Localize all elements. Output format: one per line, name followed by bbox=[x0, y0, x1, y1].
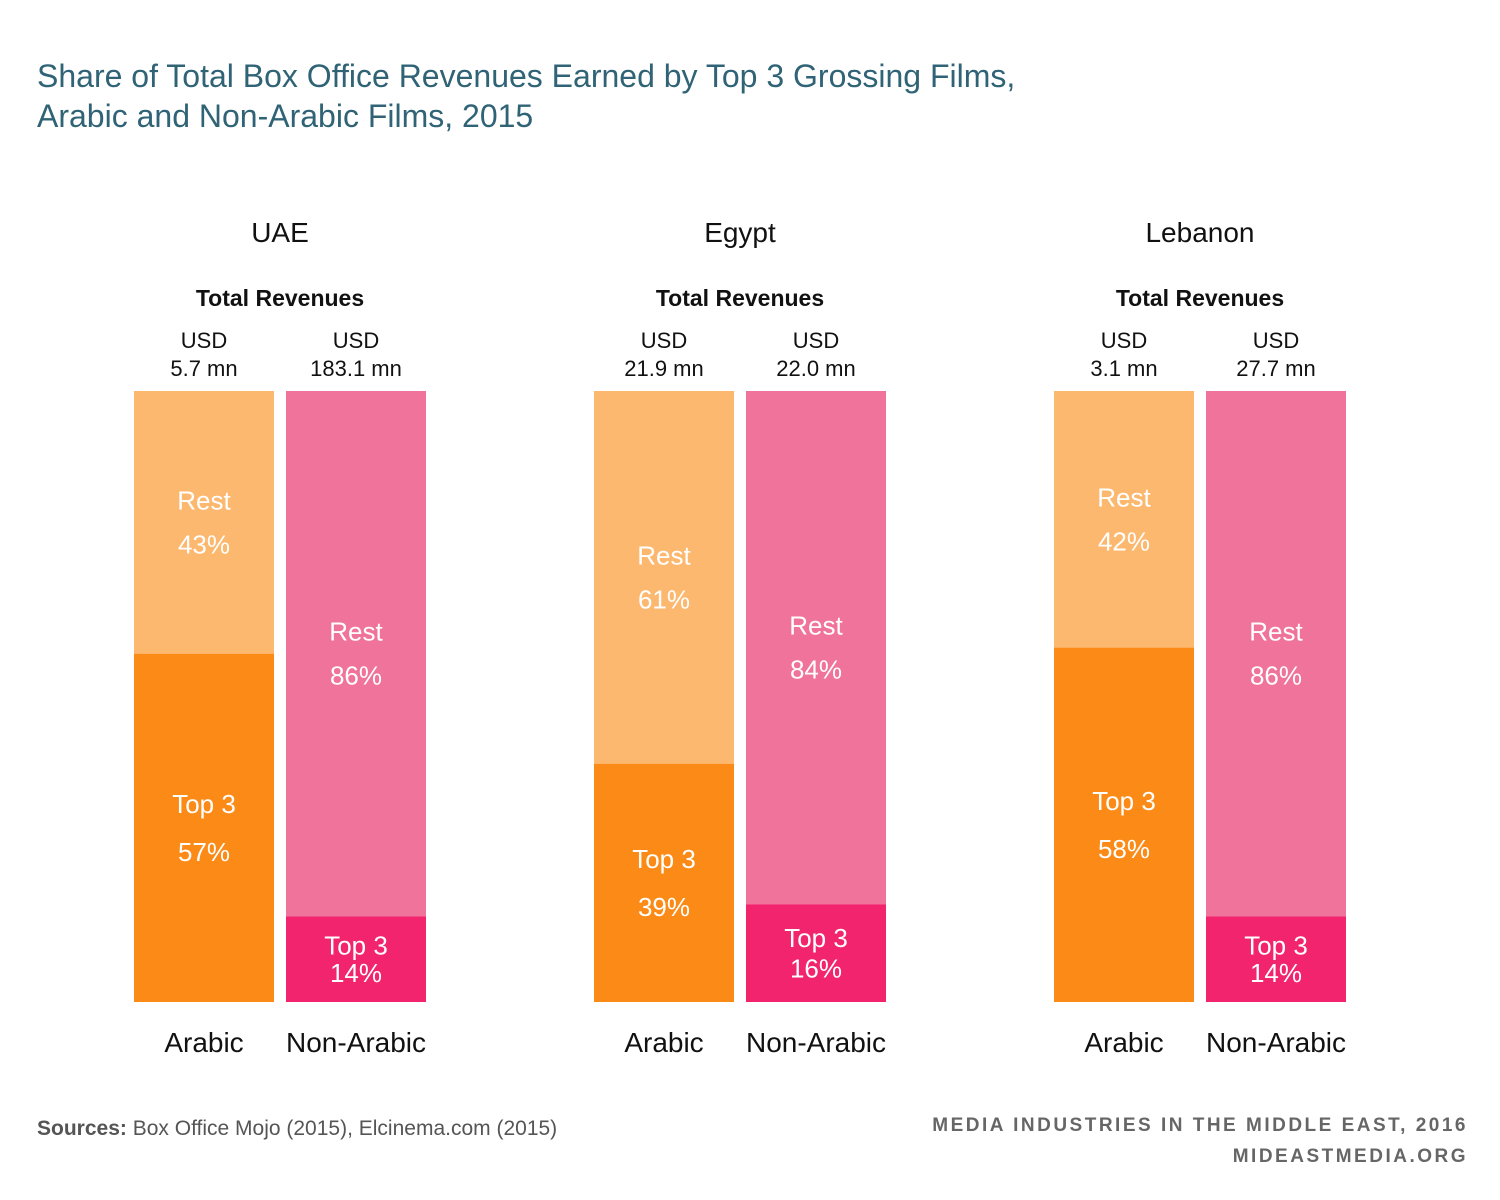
top3-pct-uae-nonarabic: 14% bbox=[330, 958, 382, 988]
rest-label-uae-arabic: Rest bbox=[177, 485, 231, 515]
bar-rest-egypt-nonarabic bbox=[746, 391, 886, 905]
sources-note: Sources: Box Office Mojo (2015), Elcinem… bbox=[37, 1117, 557, 1141]
top3-label-lebanon-nonarabic: Top 3 bbox=[1244, 931, 1308, 961]
total-value-egypt-nonarabic: 22.0 mn bbox=[776, 356, 856, 381]
bar-top3-egypt-arabic bbox=[594, 763, 734, 1002]
rest-pct-uae-nonarabic: 86% bbox=[330, 661, 382, 691]
rest-pct-egypt-arabic: 61% bbox=[638, 584, 690, 614]
top3-label-egypt-arabic: Top 3 bbox=[632, 844, 696, 874]
bar-rest-egypt-arabic bbox=[594, 391, 734, 764]
rest-label-egypt-arabic: Rest bbox=[637, 540, 691, 570]
total-currency-uae-nonarabic: USD bbox=[333, 328, 379, 353]
top3-label-uae-arabic: Top 3 bbox=[172, 789, 236, 819]
category-label-lebanon-arabic: Arabic bbox=[1084, 1027, 1163, 1058]
chart-title: Share of Total Box Office Revenues Earne… bbox=[37, 56, 1237, 136]
publisher-line-1: MEDIA INDUSTRIES IN THE MIDDLE EAST, 201… bbox=[932, 1115, 1468, 1136]
total-currency-lebanon-nonarabic: USD bbox=[1253, 328, 1299, 353]
publisher-line-2: MIDEASTMEDIA.ORG bbox=[1232, 1146, 1468, 1167]
top3-pct-lebanon-arabic: 58% bbox=[1098, 834, 1150, 864]
bar-top3-uae-arabic bbox=[134, 653, 274, 1002]
total-value-lebanon-nonarabic: 27.7 mn bbox=[1236, 356, 1316, 381]
country-label-egypt: Egypt bbox=[704, 217, 776, 248]
bar-rest-lebanon-nonarabic bbox=[1206, 391, 1346, 917]
category-label-uae-nonarabic: Non-Arabic bbox=[286, 1027, 426, 1058]
total-revenues-label-egypt: Total Revenues bbox=[656, 285, 824, 311]
rest-pct-lebanon-arabic: 42% bbox=[1098, 526, 1150, 556]
top3-pct-uae-arabic: 57% bbox=[178, 837, 230, 867]
total-revenues-label-uae: Total Revenues bbox=[196, 285, 364, 311]
chart-title-line-2: Arabic and Non-Arabic Films, 2015 bbox=[37, 98, 534, 134]
total-currency-lebanon-arabic: USD bbox=[1101, 328, 1147, 353]
top3-pct-lebanon-nonarabic: 14% bbox=[1250, 958, 1302, 988]
category-label-lebanon-nonarabic: Non-Arabic bbox=[1206, 1027, 1346, 1058]
total-value-lebanon-arabic: 3.1 mn bbox=[1090, 356, 1157, 381]
bar-top3-lebanon-arabic bbox=[1054, 647, 1194, 1002]
bar-rest-lebanon-arabic bbox=[1054, 391, 1194, 648]
rest-label-lebanon-nonarabic: Rest bbox=[1249, 617, 1303, 647]
bar-rest-uae-arabic bbox=[134, 391, 274, 654]
bar-top3-egypt-nonarabic bbox=[746, 904, 886, 1002]
sources-label: Sources: bbox=[37, 1117, 127, 1140]
rest-pct-lebanon-nonarabic: 86% bbox=[1250, 661, 1302, 691]
chart-title-line-1: Share of Total Box Office Revenues Earne… bbox=[37, 58, 1016, 94]
top3-pct-egypt-nonarabic: 16% bbox=[790, 953, 842, 983]
category-label-uae-arabic: Arabic bbox=[164, 1027, 243, 1058]
country-label-uae: UAE bbox=[251, 217, 309, 248]
sources-text: Box Office Mojo (2015), Elcinema.com (20… bbox=[126, 1117, 558, 1140]
rest-label-egypt-nonarabic: Rest bbox=[789, 611, 843, 641]
country-label-lebanon: Lebanon bbox=[1145, 217, 1254, 248]
bar-top3-uae-nonarabic bbox=[286, 916, 426, 1002]
top3-pct-egypt-arabic: 39% bbox=[638, 892, 690, 922]
total-value-uae-arabic: 5.7 mn bbox=[170, 356, 237, 381]
rest-label-uae-nonarabic: Rest bbox=[329, 617, 383, 647]
total-currency-egypt-nonarabic: USD bbox=[793, 328, 839, 353]
bar-rest-uae-nonarabic bbox=[286, 391, 426, 917]
category-label-egypt-nonarabic: Non-Arabic bbox=[746, 1027, 886, 1058]
bar-top3-lebanon-nonarabic bbox=[1206, 916, 1346, 1002]
top3-label-egypt-nonarabic: Top 3 bbox=[784, 923, 848, 953]
rest-pct-egypt-nonarabic: 84% bbox=[790, 655, 842, 685]
top3-label-uae-nonarabic: Top 3 bbox=[324, 931, 388, 961]
publisher-credit: MEDIA INDUSTRIES IN THE MIDDLE EAST, 201… bbox=[932, 1110, 1468, 1172]
top3-label-lebanon-arabic: Top 3 bbox=[1092, 786, 1156, 816]
total-value-uae-nonarabic: 183.1 mn bbox=[310, 356, 402, 381]
total-value-egypt-arabic: 21.9 mn bbox=[624, 356, 704, 381]
rest-pct-uae-arabic: 43% bbox=[178, 529, 230, 559]
rest-label-lebanon-arabic: Rest bbox=[1097, 482, 1151, 512]
category-label-egypt-arabic: Arabic bbox=[624, 1027, 703, 1058]
total-revenues-label-lebanon: Total Revenues bbox=[1116, 285, 1284, 311]
total-currency-egypt-arabic: USD bbox=[641, 328, 687, 353]
total-currency-uae-arabic: USD bbox=[181, 328, 227, 353]
